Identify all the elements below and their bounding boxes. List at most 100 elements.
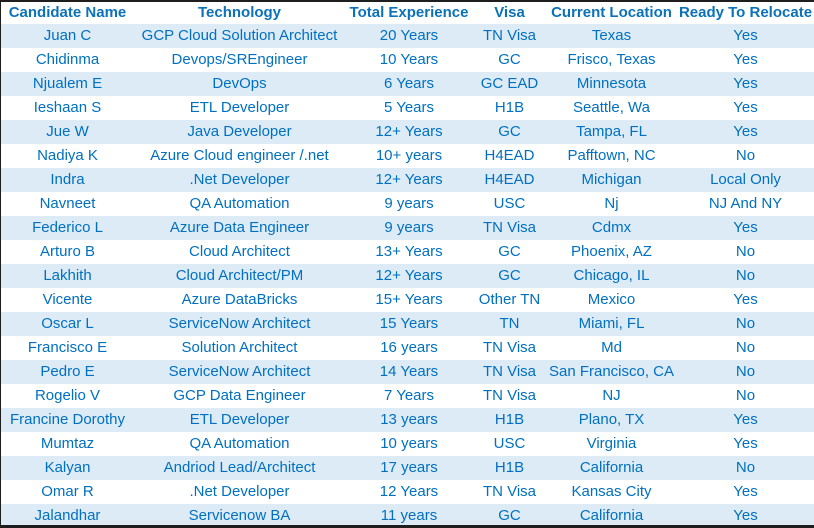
cell-technology[interactable]: Solution Architect <box>134 336 345 360</box>
cell-visa[interactable]: H1B <box>473 456 546 480</box>
cell-visa[interactable]: GC EAD <box>473 72 546 96</box>
header-visa[interactable]: Visa <box>473 2 546 24</box>
cell-current-location[interactable]: Cdmx <box>546 216 677 240</box>
cell-current-location[interactable]: San Francisco, CA <box>546 360 677 384</box>
cell-total-experience[interactable]: 9 years <box>345 192 473 216</box>
cell-ready-to-relocate[interactable]: No <box>677 456 814 480</box>
table-row[interactable]: Lakhith Cloud Architect/PM 12+ Years GC Chic… <box>1 264 814 288</box>
cell-candidate-name[interactable]: Oscar L <box>1 312 134 336</box>
cell-candidate-name[interactable]: Francisco E <box>1 336 134 360</box>
cell-total-experience[interactable]: 7 Years <box>345 384 473 408</box>
cell-total-experience[interactable]: 16 years <box>345 336 473 360</box>
cell-technology[interactable]: Cloud Architect <box>134 240 345 264</box>
table-row[interactable]: Omar R .Net Developer 12 Years TN Visa Kansa… <box>1 480 814 504</box>
cell-visa[interactable]: TN <box>473 312 546 336</box>
cell-candidate-name[interactable]: Pedro E <box>1 360 134 384</box>
header-technology[interactable]: Technology <box>134 2 345 24</box>
cell-ready-to-relocate[interactable]: Yes <box>677 288 814 312</box>
cell-visa[interactable]: Other TN <box>473 288 546 312</box>
cell-ready-to-relocate[interactable]: No <box>677 360 814 384</box>
cell-technology[interactable]: Java Developer <box>134 120 345 144</box>
cell-technology[interactable]: .Net Developer <box>134 168 345 192</box>
cell-current-location[interactable]: Md <box>546 336 677 360</box>
cell-candidate-name[interactable]: Juan C <box>1 24 134 48</box>
cell-ready-to-relocate[interactable]: No <box>677 312 814 336</box>
cell-visa[interactable]: TN Visa <box>473 384 546 408</box>
cell-ready-to-relocate[interactable]: Yes <box>677 120 814 144</box>
cell-ready-to-relocate[interactable]: No <box>677 336 814 360</box>
table-row[interactable]: Juan C GCP Cloud Solution Architect 20 Yea… <box>1 24 814 48</box>
cell-current-location[interactable]: Nj <box>546 192 677 216</box>
cell-candidate-name[interactable]: Rogelio V <box>1 384 134 408</box>
cell-current-location[interactable]: Pafftown, NC <box>546 144 677 168</box>
cell-ready-to-relocate[interactable]: Yes <box>677 72 814 96</box>
cell-ready-to-relocate[interactable]: Yes <box>677 96 814 120</box>
cell-total-experience[interactable]: 12+ Years <box>345 264 473 288</box>
cell-visa[interactable]: TN Visa <box>473 336 546 360</box>
cell-total-experience[interactable]: 20 Years <box>345 24 473 48</box>
cell-visa[interactable]: GC <box>473 504 546 525</box>
table-row[interactable]: Njualem E DevOps 6 Years GC EAD Minnesota Yes <box>1 72 814 96</box>
table-row[interactable]: Navneet QA Automation 9 years USC Nj NJ And N… <box>1 192 814 216</box>
cell-total-experience[interactable]: 9 years <box>345 216 473 240</box>
cell-current-location[interactable]: Phoenix, AZ <box>546 240 677 264</box>
cell-candidate-name[interactable]: Lakhith <box>1 264 134 288</box>
table-row[interactable]: Ieshaan S ETL Developer 5 Years H1B Seattle,… <box>1 96 814 120</box>
cell-candidate-name[interactable]: Vicente <box>1 288 134 312</box>
cell-technology[interactable]: QA Automation <box>134 432 345 456</box>
cell-total-experience[interactable]: 5 Years <box>345 96 473 120</box>
table-row[interactable]: Oscar L ServiceNow Architect 15 Years TN Mia… <box>1 312 814 336</box>
cell-current-location[interactable]: Kansas City <box>546 480 677 504</box>
cell-current-location[interactable]: Virginia <box>546 432 677 456</box>
table-row[interactable]: Kalyan Andriod Lead/Architect 17 years H1B C… <box>1 456 814 480</box>
cell-technology[interactable]: Cloud Architect/PM <box>134 264 345 288</box>
cell-visa[interactable]: GC <box>473 240 546 264</box>
cell-candidate-name[interactable]: Ieshaan S <box>1 96 134 120</box>
cell-total-experience[interactable]: 12+ Years <box>345 120 473 144</box>
cell-total-experience[interactable]: 11 years <box>345 504 473 525</box>
cell-current-location[interactable]: California <box>546 456 677 480</box>
cell-total-experience[interactable]: 10+ years <box>345 144 473 168</box>
cell-visa[interactable]: H4EAD <box>473 168 546 192</box>
table-row[interactable]: Federico L Azure Data Engineer 9 years TN V… <box>1 216 814 240</box>
cell-ready-to-relocate[interactable]: No <box>677 144 814 168</box>
table-row[interactable]: Chidinma Devops/SREngineer 10 Years GC Frisc… <box>1 48 814 72</box>
header-candidate-name[interactable]: Candidate Name <box>1 2 134 24</box>
cell-current-location[interactable]: Mexico <box>546 288 677 312</box>
table-row[interactable]: Nadiya K Azure Cloud engineer /.net 10+ ye… <box>1 144 814 168</box>
table-row[interactable]: Vicente Azure DataBricks 15+ Years Other TN… <box>1 288 814 312</box>
cell-technology[interactable]: Azure DataBricks <box>134 288 345 312</box>
cell-technology[interactable]: QA Automation <box>134 192 345 216</box>
cell-candidate-name[interactable]: Arturo B <box>1 240 134 264</box>
cell-current-location[interactable]: Michigan <box>546 168 677 192</box>
cell-ready-to-relocate[interactable]: Local Only <box>677 168 814 192</box>
cell-current-location[interactable]: Plano, TX <box>546 408 677 432</box>
cell-visa[interactable]: USC <box>473 192 546 216</box>
table-row[interactable]: Jue W Java Developer 12+ Years GC Tampa, FL Y… <box>1 120 814 144</box>
cell-total-experience[interactable]: 10 Years <box>345 48 473 72</box>
cell-visa[interactable]: TN Visa <box>473 24 546 48</box>
cell-total-experience[interactable]: 17 years <box>345 456 473 480</box>
header-current-location[interactable]: Current Location <box>546 2 677 24</box>
table-row[interactable]: Arturo B Cloud Architect 13+ Years GC Phoeni… <box>1 240 814 264</box>
cell-candidate-name[interactable]: Indra <box>1 168 134 192</box>
cell-current-location[interactable]: Minnesota <box>546 72 677 96</box>
cell-technology[interactable]: Andriod Lead/Architect <box>134 456 345 480</box>
cell-technology[interactable]: GCP Cloud Solution Architect <box>134 24 345 48</box>
cell-visa[interactable]: H1B <box>473 408 546 432</box>
cell-visa[interactable]: TN Visa <box>473 480 546 504</box>
cell-ready-to-relocate[interactable]: NJ And NY <box>677 192 814 216</box>
cell-visa[interactable]: H4EAD <box>473 144 546 168</box>
cell-candidate-name[interactable]: Mumtaz <box>1 432 134 456</box>
cell-visa[interactable]: TN Visa <box>473 360 546 384</box>
cell-candidate-name[interactable]: Jalandhar <box>1 504 134 525</box>
cell-technology[interactable]: DevOps <box>134 72 345 96</box>
header-total-experience[interactable]: Total Experience <box>345 2 473 24</box>
cell-total-experience[interactable]: 12+ Years <box>345 168 473 192</box>
cell-visa[interactable]: H1B <box>473 96 546 120</box>
cell-total-experience[interactable]: 15+ Years <box>345 288 473 312</box>
cell-candidate-name[interactable]: Federico L <box>1 216 134 240</box>
header-ready-to-relocate[interactable]: Ready To Relocate <box>677 2 814 24</box>
cell-technology[interactable]: Azure Cloud engineer /.net <box>134 144 345 168</box>
cell-current-location[interactable]: Miami, FL <box>546 312 677 336</box>
